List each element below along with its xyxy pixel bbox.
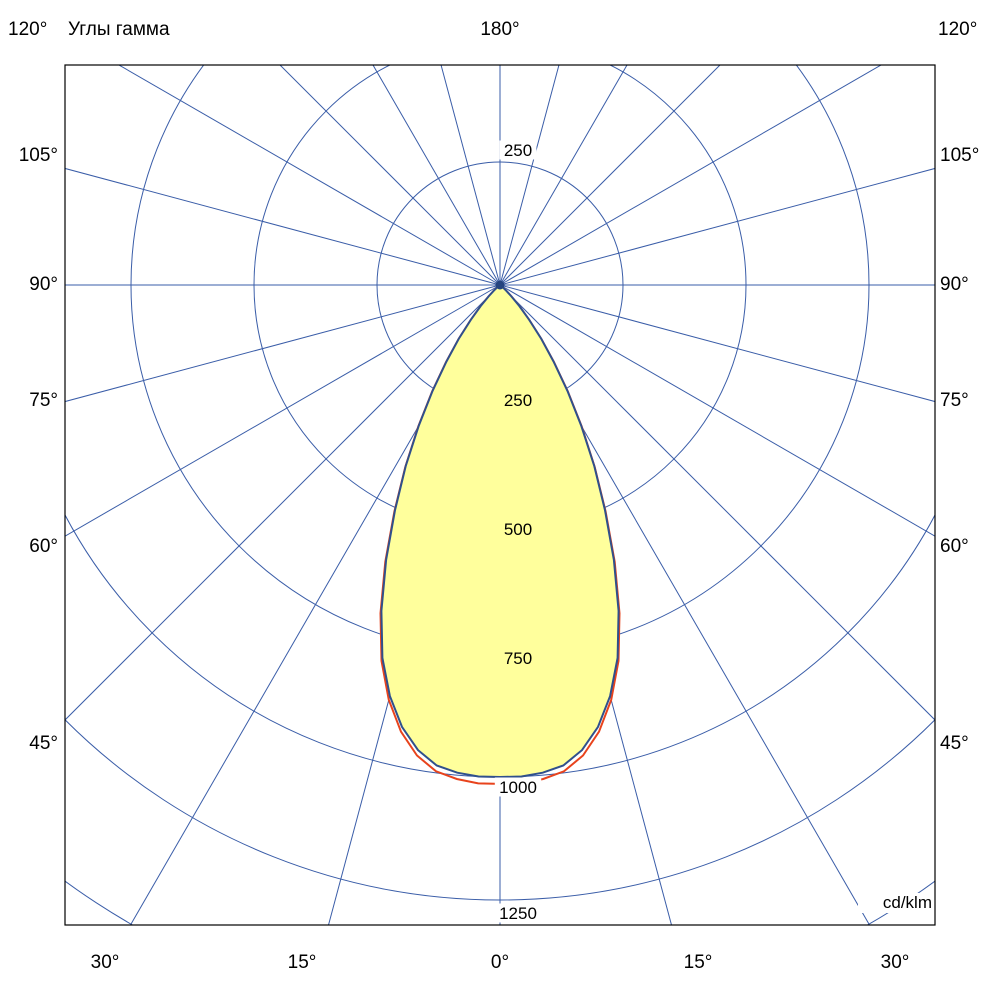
ring-value-label: 250 <box>504 141 532 160</box>
chart-title: Углы гамма <box>68 19 170 40</box>
gamma-label-left-45: 45° <box>29 733 58 754</box>
gamma-label-right-60: 60° <box>940 536 969 557</box>
ring-value-label: 750 <box>504 649 532 668</box>
gamma-label-left-75: 75° <box>29 390 58 411</box>
ring-value-label: 1250 <box>499 904 537 923</box>
gamma-label-right-75: 75° <box>940 390 969 411</box>
pole-dot <box>495 280 505 290</box>
gamma-label-left-90: 90° <box>29 274 58 295</box>
ring-value-label: 1000 <box>499 778 537 797</box>
gamma-label-bottom-15-right: 15° <box>683 952 713 973</box>
gamma-label-right-105: 105° <box>940 145 980 166</box>
gamma-label-left-60: 60° <box>29 536 58 557</box>
gamma-label-left-105: 105° <box>18 145 58 166</box>
gamma-label-top-center-180: 180° <box>480 19 520 40</box>
intensity-unit-label: cd/klm <box>858 893 934 913</box>
ring-value-label: 250 <box>504 391 532 410</box>
gamma-label-bottom-30-right: 30° <box>880 952 910 973</box>
plot-border <box>64 64 936 926</box>
gamma-label-top-right-120: 120° <box>938 19 978 40</box>
gamma-label-right-90: 90° <box>940 274 969 295</box>
gamma-label-bottom-30-left: 30° <box>90 952 120 973</box>
ring-value-label: 500 <box>504 520 532 539</box>
gamma-label-bottom-15-left: 15° <box>287 952 317 973</box>
gamma-label-right-45: 45° <box>940 733 969 754</box>
gamma-label-top-left-120: 120° <box>8 19 48 40</box>
gamma-label-bottom-0: 0° <box>490 952 510 973</box>
